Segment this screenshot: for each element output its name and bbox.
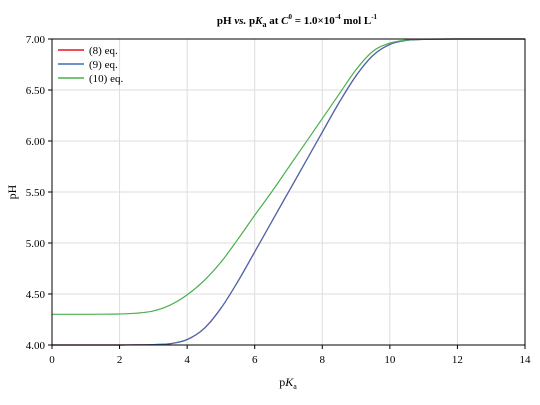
- x-tick-label-7: 14: [520, 354, 532, 366]
- x-tick-label-3: 6: [252, 354, 258, 366]
- y-tick-label-1: 4.50: [26, 289, 46, 301]
- y-tick-label-2: 5.00: [26, 238, 46, 250]
- x-tick-label-1: 2: [117, 354, 123, 366]
- x-tick-label-0: 0: [49, 354, 55, 366]
- legend-label-2: (9) eq.: [89, 59, 118, 71]
- y-tick-label-3: 5.50: [26, 187, 46, 199]
- y-tick-label-5: 6.50: [26, 85, 46, 97]
- y-axis-title: pH: [5, 184, 19, 199]
- chart-title: pH vs. pKa at C0 = 1.0×10-4 mol L-1: [217, 13, 378, 29]
- legend-label-1: (8) eq.: [89, 45, 118, 57]
- ticks: 0 2 4 6 8 10 12 14 4.00 4.50 5.00 5.50 6.00 6.50 7.00: [26, 34, 531, 366]
- y-tick-label-6: 7.00: [26, 34, 46, 46]
- x-tick-label-6: 12: [452, 354, 463, 366]
- x-tick-label-5: 10: [384, 354, 396, 366]
- y-tick-label-0: 4.00: [26, 340, 46, 352]
- x-tick-label-4: 8: [320, 354, 326, 366]
- x-axis-title: pKa: [279, 375, 297, 391]
- grid: [51, 38, 526, 346]
- x-tick-label-2: 4: [184, 354, 190, 366]
- y-tick-label-4: 6.00: [26, 136, 46, 148]
- legend-label-3: (10) eq.: [89, 73, 123, 85]
- legend: (8) eq. (9) eq. (10) eq.: [58, 45, 123, 85]
